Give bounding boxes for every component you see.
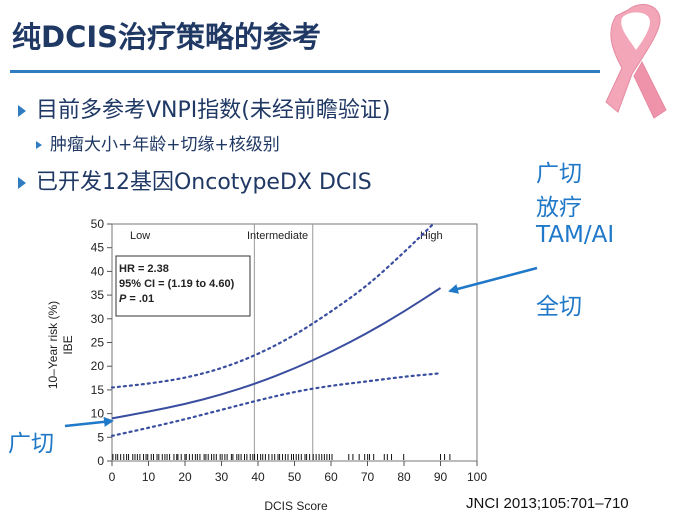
- title-divider: [10, 70, 600, 73]
- y-tick-label: 0: [97, 454, 104, 468]
- bullet-vnpi: 目前多参考VNPI指数(未经前瞻验证): [18, 92, 390, 124]
- bullet-oncotype: 已开发12基因OncotypeDX DCIS: [18, 164, 372, 196]
- x-tick-label: 40: [251, 470, 265, 484]
- x-tick-label: 90: [434, 470, 448, 484]
- bullet-arrow-icon: [36, 141, 42, 149]
- y-tick-label: 5: [97, 430, 104, 444]
- y-tick-label: 40: [91, 264, 105, 278]
- y-tick-label: 35: [91, 288, 105, 302]
- stats-ci: 95% CI = (1.19 to 4.60): [119, 278, 235, 290]
- y-axis-label: IBE: [61, 335, 75, 354]
- stats-box: [115, 255, 251, 317]
- risk-curve: [111, 287, 442, 420]
- y-tick-label: 45: [91, 241, 105, 255]
- stats-p-value: P = .01: [119, 293, 154, 305]
- bullet-text: 目前多参考VNPI指数(未经前瞻验证): [36, 98, 391, 123]
- label-wide-excision-top: 广切: [536, 161, 582, 187]
- stats-hr: HR = 2.38: [119, 263, 169, 275]
- bullet-arrow-icon: [18, 105, 26, 117]
- y-axis-label: 10–Year risk (%): [46, 301, 60, 389]
- lower-ci-curve: [110, 372, 442, 437]
- y-tick-label: 30: [91, 312, 105, 326]
- label-tam-ai: TAM/AI: [536, 222, 615, 248]
- bullet-text: 肿瘤大小+年龄+切缘+核级别: [50, 135, 280, 155]
- x-tick-label: 100: [467, 470, 487, 484]
- x-tick-label: 20: [178, 470, 192, 484]
- y-tick-label: 10: [91, 407, 105, 421]
- x-tick-label: 50: [288, 470, 302, 484]
- label-radiotherapy: 放疗: [536, 195, 582, 221]
- y-tick-label: 25: [91, 336, 105, 350]
- pink-ribbon-icon: [605, 4, 667, 119]
- x-tick-label: 0: [109, 470, 116, 484]
- x-tick-label: 30: [215, 470, 229, 484]
- pointer-arrow-full-excision: [448, 266, 538, 294]
- x-tick-label: 10: [142, 470, 156, 484]
- x-tick-label: 60: [324, 470, 338, 484]
- pointer-arrow-wide-excision: [64, 416, 114, 428]
- x-axis-label: DCIS Score: [264, 499, 328, 513]
- x-tick-label: 70: [361, 470, 375, 484]
- x-tick-label: 80: [397, 470, 411, 484]
- label-wide-excision-bottom: 广切: [8, 431, 54, 457]
- bullet-vnpi-factors: 肿瘤大小+年龄+切缘+核级别: [36, 130, 280, 155]
- upper-ci-curve: [110, 222, 435, 389]
- bullet-text: 已开发12基因OncotypeDX DCIS: [36, 170, 372, 195]
- y-tick-label: 20: [91, 359, 105, 373]
- region-label: Low: [130, 230, 150, 242]
- bullet-arrow-icon: [18, 177, 26, 189]
- label-full-excision: 全切: [536, 294, 582, 320]
- slide-title: 纯DCIS治疗策略的参考: [12, 20, 322, 54]
- region-label: High: [420, 230, 443, 242]
- region-label: Intermediate: [247, 230, 308, 242]
- citation: JNCI 2013;105:701–710: [466, 495, 629, 512]
- y-tick-label: 15: [91, 383, 105, 397]
- y-tick-label: 50: [91, 217, 105, 231]
